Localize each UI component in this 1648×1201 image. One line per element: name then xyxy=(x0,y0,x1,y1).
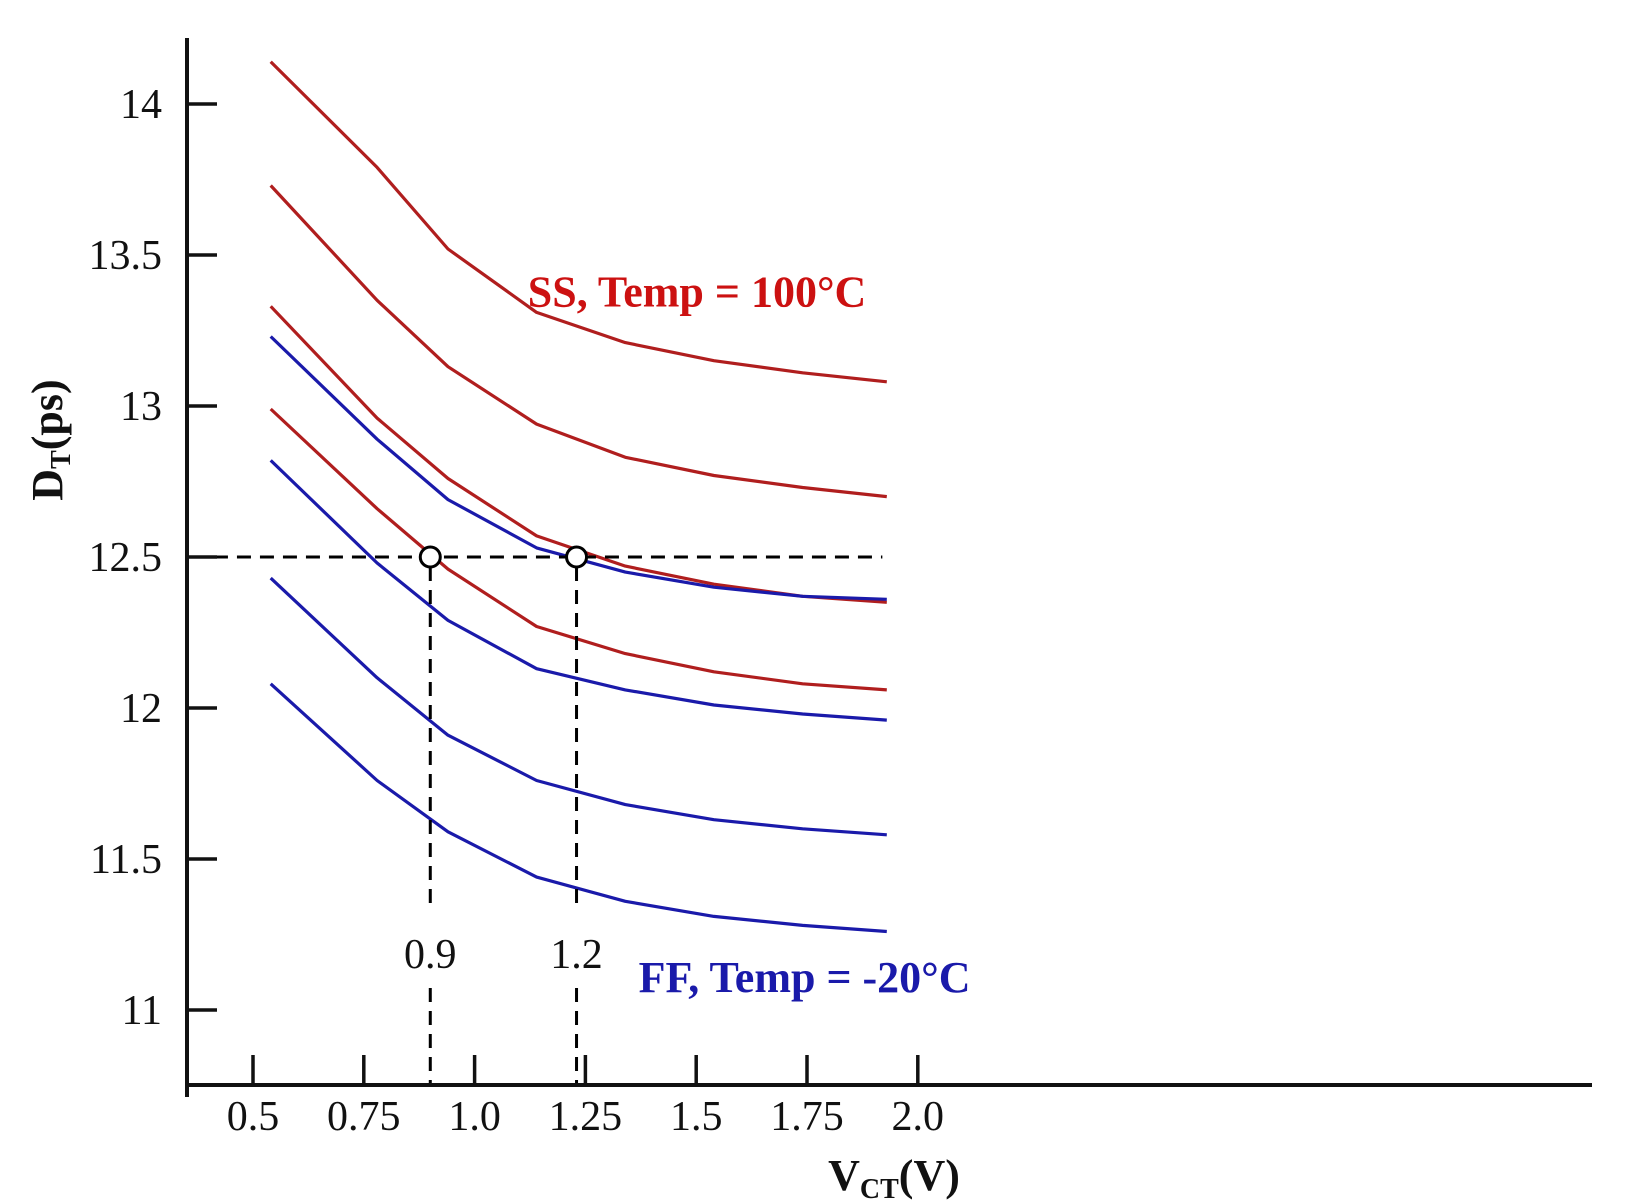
axis-layer xyxy=(185,38,1592,1097)
marker-label-2: 1.2 xyxy=(550,932,603,978)
series-line-1 xyxy=(269,60,887,384)
x-tick-label-4: 1.25 xyxy=(549,1094,623,1140)
group-label-2: FF, Temp = -20°C xyxy=(639,953,971,1002)
y-axis-title: DT(ps) xyxy=(23,379,77,500)
marker-circle-1 xyxy=(418,545,442,569)
x-tick-label-1: 0.5 xyxy=(227,1094,280,1140)
series-line-8 xyxy=(269,682,887,934)
x-tick-label-7: 2.0 xyxy=(892,1094,945,1140)
series-line-6 xyxy=(269,459,887,722)
marker-circle-2 xyxy=(565,545,589,569)
y-tick-label-7: 14 xyxy=(120,82,162,128)
series-line-4 xyxy=(269,407,887,692)
x-axis-title: VCT(V) xyxy=(828,1151,960,1201)
y-tick-label-3: 12 xyxy=(120,686,162,732)
x-tick-label-6: 1.75 xyxy=(770,1094,844,1140)
y-tick-label-1: 11 xyxy=(122,988,162,1034)
y-tick-label-2: 11.5 xyxy=(90,837,162,883)
x-tick-label-2: 0.75 xyxy=(327,1094,401,1140)
y-tick-label-5: 13 xyxy=(120,384,162,430)
label-layer: 0.9 1.2 0.5 0.75 1.0 1.25 1.5 1.75 2.0 11 11.5 12 12… xyxy=(23,82,971,1201)
series-layer xyxy=(269,60,887,934)
series-line-7 xyxy=(269,576,887,837)
y-tick-label-4: 12.5 xyxy=(89,535,163,581)
group-label-1: SS, Temp = 100°C xyxy=(528,267,867,316)
marker-label-1: 0.9 xyxy=(404,932,457,978)
x-tick-label-3: 1.0 xyxy=(448,1094,501,1140)
x-tick-label-5: 1.5 xyxy=(670,1094,723,1140)
series-line-2 xyxy=(269,184,887,499)
y-tick-label-6: 13.5 xyxy=(89,233,163,279)
guide-layer xyxy=(190,545,883,1085)
